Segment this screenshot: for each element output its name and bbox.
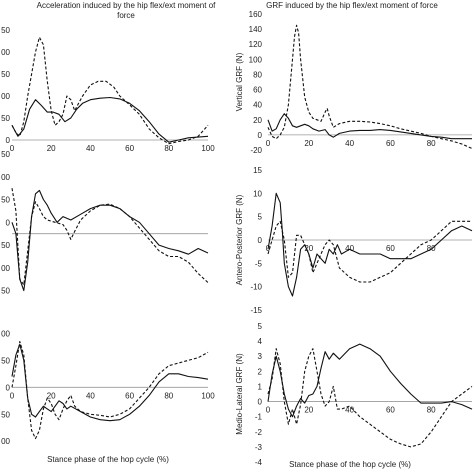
series-line-solid — [267, 343, 473, 418]
x-tick-label: 60 — [386, 406, 395, 415]
right-x-axis-label: Stance phase of the hop cycle (%) — [289, 460, 411, 469]
y-tick-label: 0 — [6, 218, 11, 227]
y-axis-label: Vertical GRF (N) — [235, 52, 244, 111]
y-tick-label: 4 — [258, 337, 263, 346]
x-tick-label: 40 — [86, 391, 95, 400]
x-tick-label: 0 — [266, 139, 271, 148]
y-tick-label: 00 — [1, 48, 10, 57]
y-tick-label: 160 — [249, 10, 263, 19]
y-tick-label: 0 — [258, 398, 263, 407]
y-tick-label: -3 — [255, 443, 263, 452]
series-line-dashed — [267, 348, 473, 448]
x-tick-label: 40 — [86, 144, 95, 153]
x-tick-label: 80 — [427, 139, 436, 148]
y-tick-label: -2 — [255, 428, 263, 437]
series-line-solid — [267, 192, 473, 297]
y-tick-label: 20 — [253, 116, 262, 125]
y-tick-label: 120 — [249, 40, 263, 49]
x-tick-label: 60 — [125, 391, 134, 400]
panel-left-top: 50 00 50 00 50 00 20 40 60 80 100 — [1, 26, 215, 153]
x-tick-label: 80 — [164, 391, 173, 400]
x-tick-label: 40 — [345, 406, 354, 415]
y-tick-label: 50 — [1, 70, 10, 79]
series-line-dashed — [11, 188, 209, 286]
y-tick-label: 40 — [253, 101, 262, 110]
y-tick-label: -15 — [250, 306, 262, 315]
x-tick-label: 100 — [201, 144, 215, 153]
y-tick-label: 10 — [253, 189, 262, 198]
x-tick-label: 60 — [386, 244, 395, 253]
right-title: GRF induced by the hip flex/ext moment o… — [266, 1, 438, 10]
y-tick-label: 5 — [258, 213, 263, 222]
y-tick-label: 5 — [258, 322, 263, 331]
x-tick-label: 40 — [345, 244, 354, 253]
y-tick-label: 0 — [6, 136, 11, 145]
y-tick-label: 00 — [1, 437, 10, 446]
x-tick-label: 20 — [47, 391, 56, 400]
x-tick-label: 60 — [386, 139, 395, 148]
y-tick-label: 00 — [1, 92, 10, 101]
panel-right-top: 160 140 120 100 80 60 40 20 0 -20 0 20 40 60 80 Vertica… — [235, 10, 473, 155]
y-tick-label: -5 — [255, 259, 263, 268]
x-tick-label: 20 — [47, 144, 56, 153]
x-tick-label: 0 — [266, 406, 271, 415]
y-tick-label: 60 — [253, 86, 262, 95]
series-line-dashed — [11, 36, 209, 145]
y-tick-label: 50 — [1, 241, 10, 250]
y-tick-label: 1 — [258, 382, 263, 391]
series-line-dashed — [267, 24, 473, 150]
left-title-line1: Acceleration induced by the hip flex/ext… — [37, 1, 217, 10]
y-tick-label: 50 — [1, 26, 10, 35]
x-tick-label: 80 — [427, 406, 436, 415]
y-tick-label: 0 — [258, 131, 263, 140]
panel-left-middle: 50 00 50 0 50 00 50 — [1, 150, 209, 296]
y-tick-label: 50 — [1, 410, 10, 419]
x-tick-label: 100 — [201, 391, 215, 400]
y-tick-label: -1 — [255, 413, 263, 422]
series-line-dashed — [267, 220, 472, 283]
y-tick-label: -20 — [250, 146, 262, 155]
x-tick-label: 20 — [304, 406, 313, 415]
y-tick-label: 50 — [1, 114, 10, 123]
y-tick-label: 80 — [253, 70, 262, 79]
x-tick-label: 60 — [125, 144, 134, 153]
y-tick-label: 00 — [1, 329, 10, 338]
left-title-line2: force — [117, 11, 135, 20]
left-x-axis-label: Stance phase of the hop cycle (%) — [47, 455, 169, 464]
x-tick-label: 20 — [304, 139, 313, 148]
y-tick-label: 100 — [249, 55, 263, 64]
y-tick-label: -10 — [250, 283, 262, 292]
y-tick-label: 50 — [1, 196, 10, 205]
x-tick-label: 0 — [10, 144, 15, 153]
y-tick-label: 0 — [6, 383, 11, 392]
y-tick-label: 2 — [258, 367, 263, 376]
x-tick-label: 80 — [164, 144, 173, 153]
y-axis-label: Medio-Lateral GRF (N) — [235, 353, 244, 435]
y-tick-label: 15 — [253, 166, 262, 175]
y-tick-label: 50 — [1, 150, 10, 159]
x-tick-label: 0 — [10, 391, 15, 400]
y-tick-label: 0 — [258, 236, 263, 245]
x-tick-label: 20 — [304, 244, 313, 253]
y-tick-label: 00 — [1, 264, 10, 273]
series-line-dashed — [11, 340, 209, 440]
y-tick-label: 50 — [1, 356, 10, 365]
series-line-solid — [11, 189, 209, 292]
y-tick-label: 00 — [1, 173, 10, 182]
y-tick-label: -4 — [255, 458, 263, 467]
series-line-solid — [11, 343, 209, 422]
series-line-solid — [11, 96, 209, 143]
series-line-solid — [267, 113, 472, 140]
x-tick-label: 40 — [345, 139, 354, 148]
y-axis-label: Antero-Posterior GRF (N) — [235, 194, 244, 285]
y-tick-label: 50 — [1, 287, 10, 296]
y-tick-label: 140 — [249, 25, 263, 34]
y-tick-label: 3 — [258, 352, 263, 361]
